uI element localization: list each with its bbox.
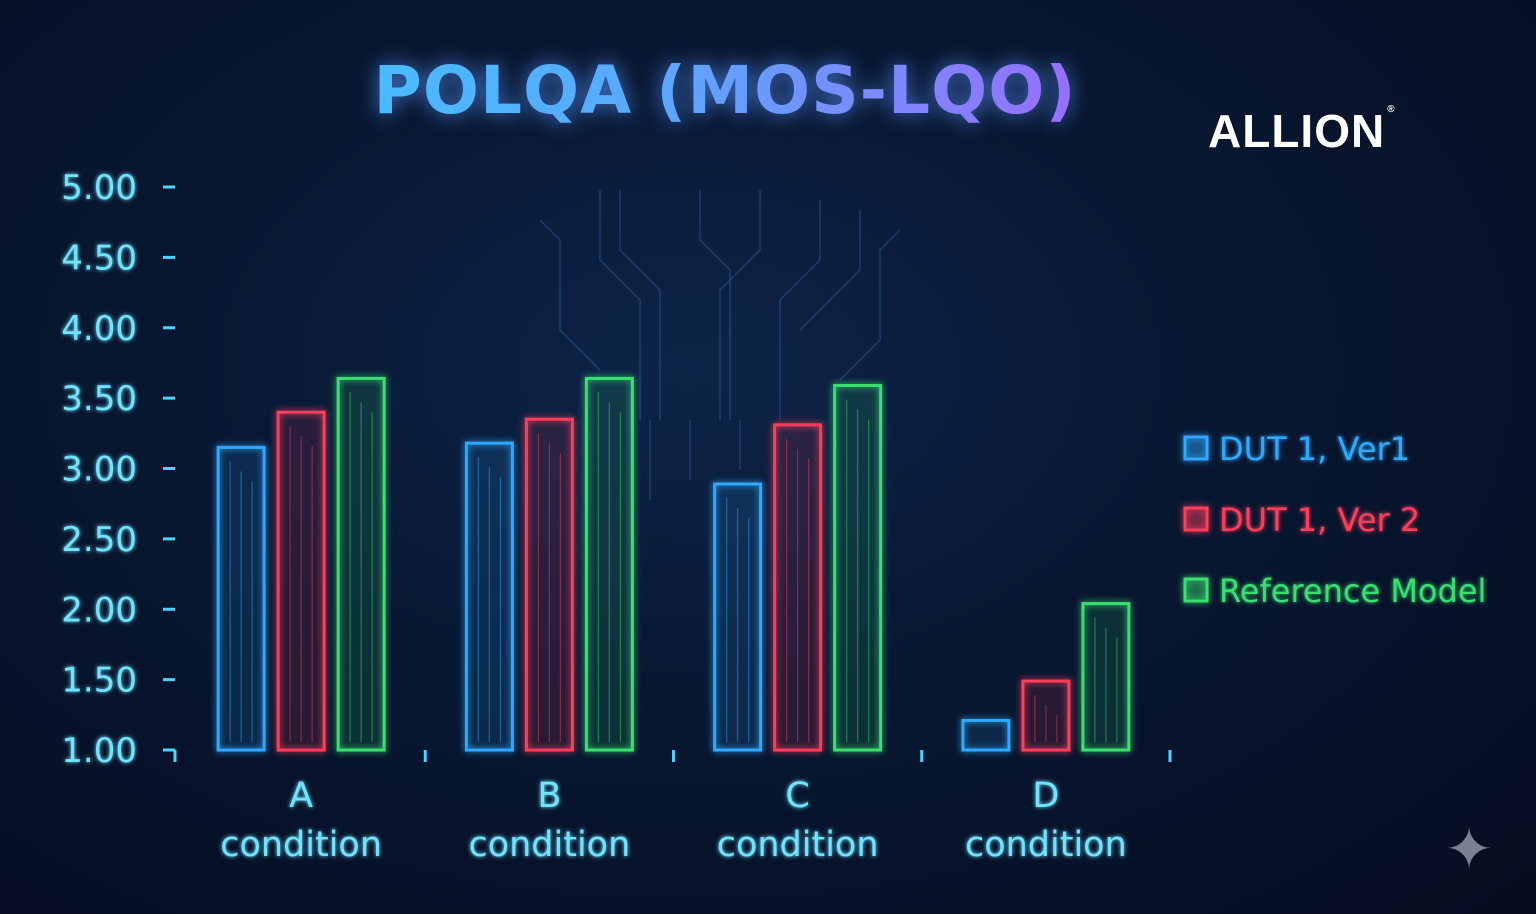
bar-fill <box>1082 603 1129 750</box>
circuit-trace <box>799 210 861 331</box>
y-tick-label: 3.00 <box>61 450 137 490</box>
logo-text: ALLION <box>1208 105 1386 157</box>
bar <box>1021 679 1071 752</box>
legend-swatch <box>1183 435 1209 461</box>
bar-fill <box>714 483 761 750</box>
bar-outline <box>961 718 1011 752</box>
circuit-trace <box>619 190 661 420</box>
bar-fill <box>466 443 513 750</box>
circuit-trace <box>539 219 601 371</box>
sparkle-icon: ✦ <box>1444 815 1494 883</box>
x-tick-label: A <box>289 776 313 816</box>
bar-outline <box>833 383 883 752</box>
allion-logo: ALLION ® <box>1208 104 1396 158</box>
bar <box>961 718 1011 752</box>
y-tick-label: 2.50 <box>61 520 137 560</box>
bar-outline <box>773 423 823 752</box>
legend: DUT 1, Ver1 DUT 1, Ver 2 Reference Model <box>1183 430 1486 610</box>
bar-fill <box>526 419 573 750</box>
y-tick-label: 1.00 <box>61 731 137 771</box>
bar-fill <box>1022 681 1069 750</box>
legend-item: DUT 1, Ver1 <box>1183 430 1410 468</box>
legend-swatch <box>1183 577 1209 603</box>
bar <box>276 410 326 752</box>
bar <box>336 376 386 752</box>
bar-outline <box>524 417 574 752</box>
circuit-trace <box>779 200 821 420</box>
circuit-trace <box>699 190 731 420</box>
legend-label: Reference Model <box>1219 572 1486 610</box>
y-axis-ticks: 1.00 1.50 2.00 2.50 3.00 3.50 4.00 4.50 5.00 <box>61 168 175 771</box>
circuit-trace <box>599 190 641 420</box>
y-tick-label: 3.50 <box>61 379 137 419</box>
bar-fill <box>774 424 821 750</box>
x-tick-label: D <box>1032 776 1059 816</box>
bar <box>524 417 574 752</box>
logo-registered-mark: ® <box>1387 104 1396 115</box>
y-tick-label: 4.00 <box>61 309 137 349</box>
legend-label: DUT 1, Ver1 <box>1219 430 1410 468</box>
bar-fill <box>338 378 385 750</box>
legend-item: DUT 1, Ver 2 <box>1183 501 1420 539</box>
bar-fill <box>586 378 633 750</box>
bar-outline <box>336 376 386 752</box>
bar <box>713 482 763 752</box>
bar-outline <box>1081 602 1131 752</box>
bar-fill <box>278 412 325 750</box>
y-tick-label: 2.00 <box>61 590 137 630</box>
bar <box>464 441 514 752</box>
x-tick-label: C <box>785 776 809 816</box>
x-tick-label: condition <box>468 825 630 865</box>
bars <box>216 376 1131 752</box>
x-tick-label: B <box>537 776 561 816</box>
y-tick-label: 4.50 <box>61 238 137 278</box>
circuit-trace <box>839 229 901 381</box>
bar-outline <box>1021 679 1071 752</box>
bar <box>1081 602 1131 752</box>
circuit-decoration <box>539 190 901 500</box>
circuit-trace <box>719 190 761 420</box>
y-tick-label: 1.50 <box>61 661 137 701</box>
grid-lines <box>175 186 1168 681</box>
bar <box>216 445 266 752</box>
bar <box>584 376 634 752</box>
x-tick-label: condition <box>220 825 382 865</box>
bar-outline <box>464 441 514 752</box>
bar-fill <box>834 385 881 750</box>
legend-swatch <box>1183 506 1209 532</box>
bar-outline <box>216 445 266 752</box>
bar-fill <box>962 720 1009 750</box>
chart-title: POLQA (MOS-LQO) <box>0 52 1450 129</box>
legend-label: DUT 1, Ver 2 <box>1219 501 1420 539</box>
y-tick-label: 5.00 <box>61 168 137 208</box>
bar-outline <box>276 410 326 752</box>
x-tick-label: condition <box>965 825 1127 865</box>
bar-outline <box>713 482 763 752</box>
bar-fill <box>218 447 265 750</box>
bar-outline <box>584 376 634 752</box>
x-tick-label: condition <box>717 825 879 865</box>
bar <box>833 383 883 752</box>
bar <box>773 423 823 752</box>
legend-item: Reference Model <box>1183 572 1486 610</box>
